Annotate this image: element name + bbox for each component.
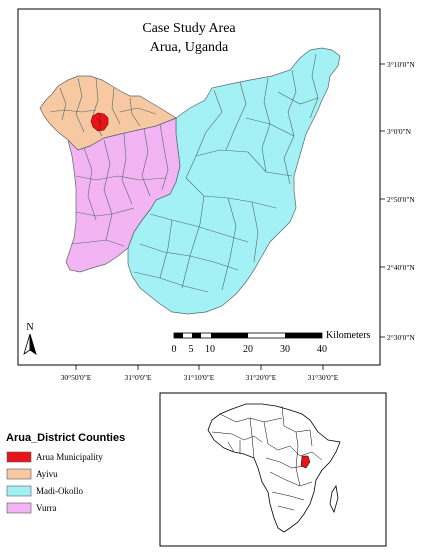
- lat-label: 3°0'0"N: [387, 127, 412, 136]
- scale-tick-label: 20: [243, 344, 253, 355]
- legend-item-label: Arua Municipality: [36, 452, 103, 462]
- svg-text:N: N: [26, 322, 33, 333]
- scale-tick-label: 5: [189, 344, 194, 355]
- legend-item-label: Madi-Okollo: [36, 486, 83, 496]
- map-title-line1: Case Study Area: [142, 21, 236, 36]
- lon-label: 31°10'0"E: [184, 373, 215, 382]
- ayivu-region: [39, 75, 177, 151]
- africa-inset-map: [159, 392, 387, 547]
- scale-tick-label: 10: [205, 344, 215, 355]
- legend-title: Arua_District Counties: [6, 432, 125, 444]
- longitude-graticule: 30°50'0"E 31°0'0"E 31°10'0"E 31°20'0"E 3…: [61, 365, 339, 382]
- legend-item-label: Ayivu: [36, 469, 58, 479]
- scale-tick-label: 30: [280, 344, 290, 355]
- map-title-line2: Arua, Uganda: [150, 40, 229, 55]
- lat-label: 2°50'0"N: [387, 195, 415, 204]
- scale-bar: Kilometers 0 5 10 20 30 40: [172, 330, 371, 355]
- scale-unit-label: Kilometers: [326, 330, 371, 341]
- africa-outline: [207, 403, 341, 533]
- madagascar-outline: [329, 484, 339, 514]
- latitude-graticule: 3°10'0"N 3°0'0"N 2°50'0"N 2°40'0"N 2°30'…: [380, 60, 415, 342]
- lon-label: 31°30'0"E: [308, 373, 339, 382]
- lat-label: 2°40'0"N: [387, 263, 415, 272]
- legend-swatch-madi-okollo: [6, 485, 32, 497]
- uganda-highlight: [300, 455, 311, 469]
- lat-label: 2°30'0"N: [387, 333, 415, 342]
- scale-tick-label: 40: [317, 344, 327, 355]
- legend-item-label: Vurra: [36, 503, 56, 513]
- scale-tick-label: 0: [172, 344, 177, 355]
- north-arrow: N: [23, 322, 37, 355]
- legend-swatch-ayivu: [6, 468, 32, 480]
- legend-swatch-arua-municipality: [6, 451, 32, 463]
- lon-label: 31°20'0"E: [246, 373, 277, 382]
- legend-swatch-vurra: [6, 502, 32, 514]
- lon-label: 31°0'0"E: [125, 373, 152, 382]
- arua-municipality-region: [90, 112, 109, 132]
- legend: Arua_District Counties Arua Municipality…: [6, 432, 125, 514]
- lon-label: 30°50'0"E: [61, 373, 92, 382]
- lat-label: 3°10'0"N: [387, 60, 415, 69]
